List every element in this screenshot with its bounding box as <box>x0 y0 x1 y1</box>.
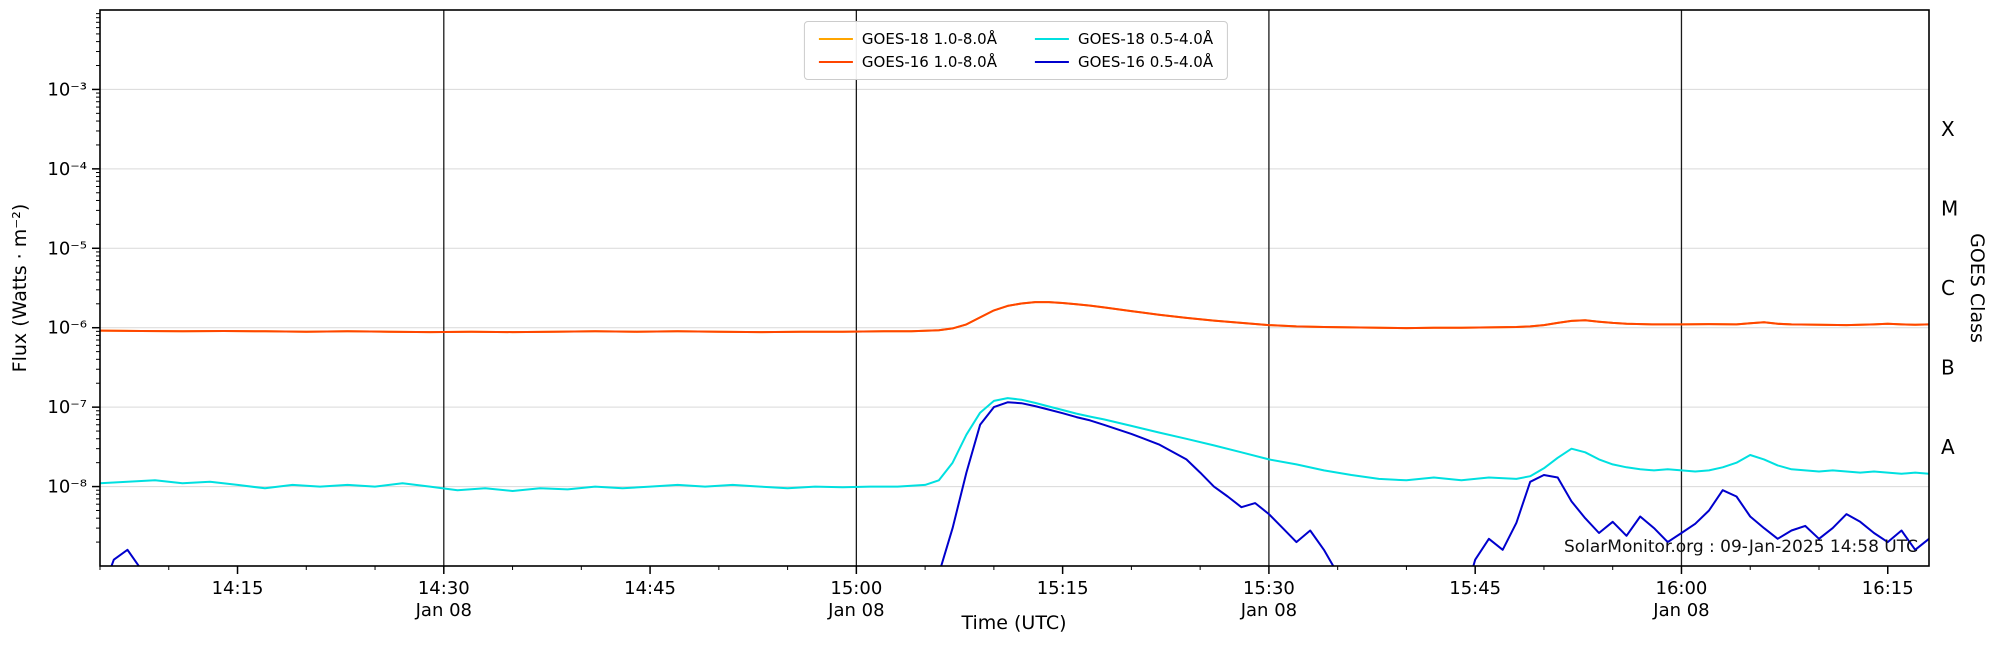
legend-line-sample <box>1035 37 1069 41</box>
legend-label: GOES-16 1.0-8.0Å <box>861 53 997 71</box>
x-tick-label: 15:15 <box>1037 578 1089 599</box>
y-tick-label: 10⁻³ <box>47 79 87 100</box>
x-tick-date-label: Jan 08 <box>1240 600 1297 621</box>
series-line-goes-16-1-0-8-0 <box>100 301 1929 334</box>
y-tick-label: 10⁻⁴ <box>47 159 87 180</box>
goes-class-label-x: X <box>1941 117 1955 141</box>
y-tick-label: 10⁻⁵ <box>47 238 87 259</box>
x-tick-label: 15:45 <box>1449 578 1501 599</box>
legend-entry-goes-16-1-0-8-0: GOES-16 1.0-8.0Å <box>818 53 997 71</box>
legend-entry-goes-18-1-0-8-0: GOES-18 1.0-8.0Å <box>818 30 997 48</box>
x-tick-date-label: Jan 08 <box>1652 600 1709 621</box>
x-tick-label: 14:45 <box>624 578 676 599</box>
legend-line-sample <box>818 60 853 64</box>
legend-label: GOES-16 0.5-4.0Å <box>1078 53 1214 71</box>
x-tick-label: 14:15 <box>212 578 264 599</box>
legend-entry-goes-16-0-5-4-0: GOES-16 0.5-4.0Å <box>1035 53 1213 71</box>
x-tick-label: 16:00 <box>1656 578 1708 599</box>
y-tick-label: 10⁻⁶ <box>47 318 87 339</box>
goes-class-label-c: C <box>1941 276 1955 300</box>
x-tick-label: 14:30 <box>418 578 470 599</box>
series-line-goes-16-0-5-4-0 <box>110 401 1929 566</box>
series-group <box>100 301 1929 566</box>
goes-class-axis-label: GOES Class <box>1966 233 1988 343</box>
y-tick-label: 10⁻⁷ <box>47 397 87 418</box>
goes-class-label-m: M <box>1941 197 1958 221</box>
solarmonitor-watermark: SolarMonitor.org : 09-Jan-2025 14:58 UTC <box>1563 537 1918 557</box>
legend-line-sample <box>1035 60 1069 64</box>
x-axis-label: Time (UTC) <box>961 612 1067 634</box>
plot-frame <box>99 9 1930 567</box>
legend-label: GOES-18 1.0-8.0Å <box>861 30 997 48</box>
goes-class-label-b: B <box>1941 355 1955 379</box>
y-tick-label: 10⁻⁸ <box>47 477 87 498</box>
x-tick-label: 15:30 <box>1243 578 1295 599</box>
legend-label: GOES-18 0.5-4.0Å <box>1078 30 1214 48</box>
series-line-goes-18-0-5-4-0 <box>100 397 1929 492</box>
legend-line-sample <box>818 37 853 41</box>
legend: GOES-18 1.0-8.0Å GOES-16 1.0-8.0Å GOES-18 … <box>803 21 1229 80</box>
goes-class-label-a: A <box>1941 435 1955 459</box>
y-axis-label: Flux (Watts · m⁻²) <box>9 203 31 373</box>
x-tick-date-label: Jan 08 <box>827 600 884 621</box>
x-tick-date-label: Jan 08 <box>415 600 472 621</box>
x-tick-label: 15:00 <box>830 578 882 599</box>
legend-entry-goes-18-0-5-4-0: GOES-18 0.5-4.0Å <box>1035 30 1213 48</box>
x-tick-label: 16:15 <box>1862 578 1914 599</box>
